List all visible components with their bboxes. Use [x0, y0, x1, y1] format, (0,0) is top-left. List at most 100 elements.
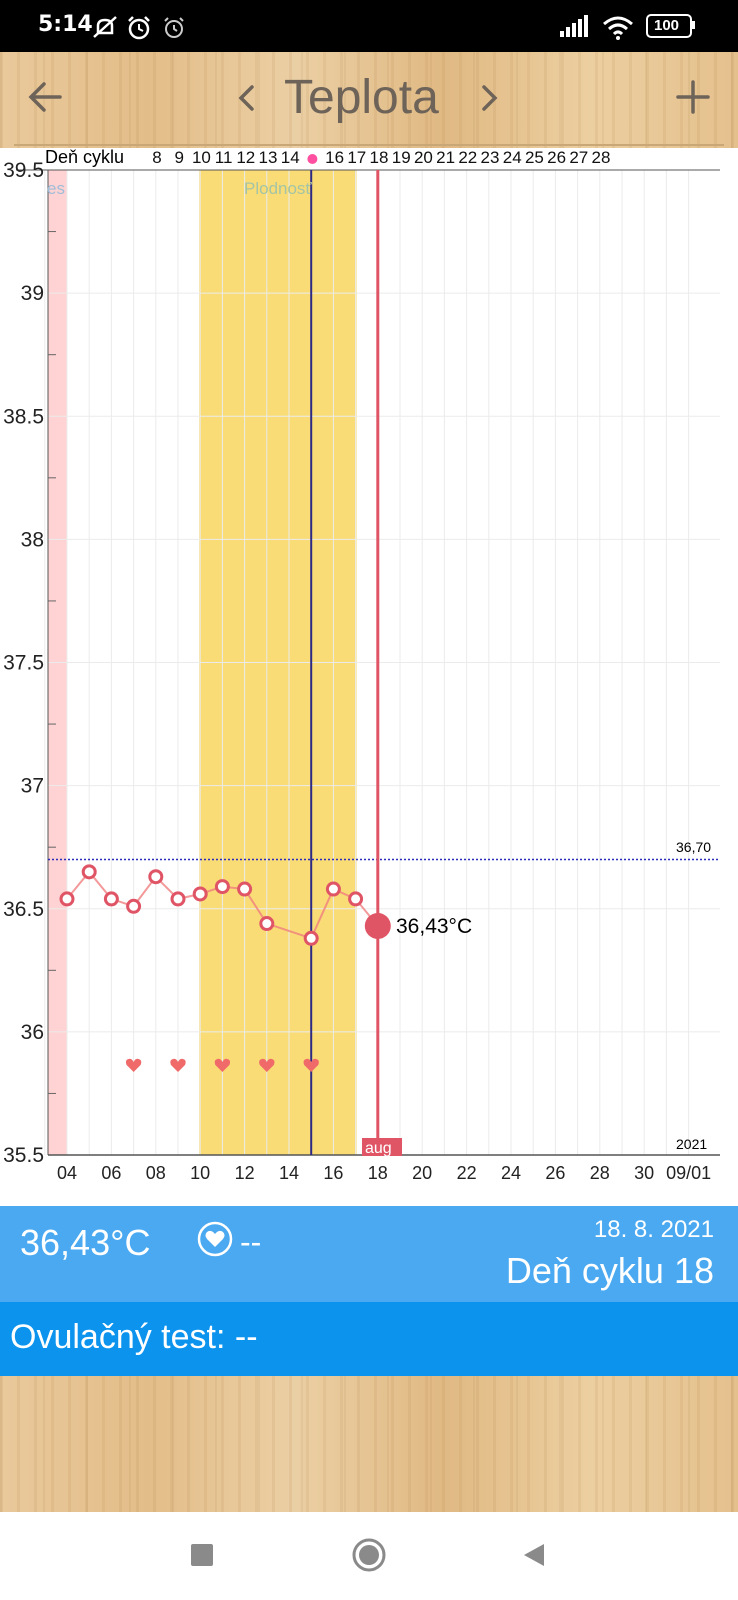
- temperature-point: [126, 898, 142, 914]
- cycle-day-tick: 19: [392, 148, 411, 167]
- alarm-icon: [128, 16, 150, 40]
- signal-icon: [560, 15, 588, 37]
- x-tick-label: 06: [101, 1163, 121, 1183]
- toolbar: Teplota: [0, 52, 738, 148]
- x-tick-label: 20: [412, 1163, 432, 1183]
- period-label: es: [47, 179, 65, 198]
- next-chevron-icon[interactable]: [480, 84, 500, 112]
- temperature-chart-area[interactable]: 35.5 36 36.5 37 37.5 38 38.5 39 39.5 04 06 08 10 12 1…: [0, 148, 738, 1206]
- selected-temperature-point: [364, 912, 391, 939]
- x-tick-label: 08: [146, 1163, 166, 1183]
- x-tick-label: 22: [457, 1163, 477, 1183]
- back-triangle-icon[interactable]: [522, 1542, 546, 1568]
- cycle-day-tick: 24: [503, 148, 522, 167]
- cycle-day-tick: 8: [152, 148, 161, 167]
- home-circle-icon[interactable]: [352, 1538, 386, 1572]
- back-arrow-icon[interactable]: [28, 80, 62, 114]
- info-bar[interactable]: 36,43°C -- 18. 8. 2021 Deň cyklu 18: [0, 1206, 738, 1302]
- ovulation-test-label: Ovulačný test: --: [10, 1318, 258, 1356]
- cycle-day-tick: 22: [458, 148, 477, 167]
- heart-icon: [170, 1058, 186, 1072]
- y-tick-label: 35.5: [3, 1144, 44, 1167]
- month-label: aug: [365, 1140, 392, 1157]
- y-tick-label: 37.5: [3, 652, 44, 675]
- status-bar: 5:14 100: [0, 0, 738, 52]
- threshold-label: 36,70: [676, 839, 711, 855]
- x-tick-label: 14: [279, 1163, 299, 1183]
- temperature-point: [214, 879, 230, 895]
- add-plus-icon[interactable]: [676, 80, 710, 114]
- ovulation-dot-icon: [307, 154, 318, 164]
- x-tick-label: 10: [190, 1163, 210, 1183]
- info-date: 18. 8. 2021: [593, 1216, 714, 1243]
- temperature-point: [348, 891, 364, 907]
- temperature-point: [81, 864, 97, 880]
- heart-icon: [259, 1058, 275, 1072]
- cycle-day-tick: 20: [414, 148, 433, 167]
- battery-level: 100: [654, 17, 680, 34]
- cycle-day-tick: 12: [236, 148, 255, 167]
- cycle-day-tick: 9: [174, 148, 183, 167]
- temperature-point: [192, 886, 208, 902]
- prev-chevron-icon[interactable]: [236, 84, 256, 112]
- y-tick-label: 39: [21, 282, 44, 305]
- heart-icon: [214, 1058, 231, 1072]
- x-tick-label: 18: [368, 1163, 388, 1183]
- battery-tip: [692, 21, 695, 29]
- toolbar-divider: [14, 144, 724, 146]
- y-tick-label: 38: [21, 528, 44, 551]
- heart-circle-icon[interactable]: [196, 1220, 234, 1258]
- temperature-point: [59, 891, 75, 907]
- month-label-bg: [362, 1138, 402, 1156]
- info-cycle-day: Deň cyklu 18: [505, 1250, 714, 1291]
- x-tick-label: 30: [634, 1163, 654, 1183]
- cycle-day-tick: 28: [592, 148, 611, 167]
- y-tick-label: 39.5: [3, 159, 44, 182]
- cycle-day-tick: 16: [325, 148, 344, 167]
- heart-icon: [125, 1058, 142, 1072]
- alarm-outline-icon: [164, 17, 184, 38]
- battery-icon: 100: [646, 14, 692, 38]
- year-label: 2021: [676, 1136, 707, 1152]
- cycle-day-tick: 26: [547, 148, 566, 167]
- wifi-icon: [603, 16, 633, 40]
- status-time: 5:14: [38, 12, 93, 37]
- temperature-point: [170, 891, 186, 907]
- y-tick-label: 38.5: [3, 405, 44, 428]
- y-tick-label: 36.5: [3, 898, 44, 921]
- temperature-point: [325, 881, 341, 897]
- wood-background: [0, 1376, 738, 1512]
- x-tick-label: 26: [545, 1163, 565, 1183]
- x-tick-label: 04: [57, 1163, 77, 1183]
- mute-notifications-icon: [93, 16, 117, 38]
- cycle-day-tick: 18: [370, 148, 389, 167]
- cycle-day-tick: 21: [436, 148, 455, 167]
- x-tick-label: 24: [501, 1163, 521, 1183]
- cycle-day-tick: 17: [347, 148, 366, 167]
- page-title: Teplota: [284, 71, 439, 124]
- temperature-point: [103, 891, 119, 907]
- y-tick-label: 37: [21, 775, 44, 798]
- cycle-day-tick: 10: [192, 148, 211, 167]
- y-tick-label: 36: [21, 1021, 44, 1044]
- cycle-day-tick: 25: [525, 148, 544, 167]
- x-tick-label: 09/01: [666, 1163, 711, 1183]
- system-navbar: [0, 1512, 738, 1600]
- fertility-label: Plodnosť: [244, 179, 312, 198]
- cycle-day-tick: 11: [215, 148, 233, 167]
- cycle-day-tick: 27: [569, 148, 588, 167]
- ovulation-test-bar[interactable]: Ovulačný test: --: [0, 1302, 738, 1376]
- temperature-point: [303, 930, 319, 946]
- x-tick-label: 12: [235, 1163, 255, 1183]
- temperature-point: [237, 881, 253, 897]
- recents-square-icon[interactable]: [191, 1544, 213, 1566]
- info-temperature: 36,43°C: [20, 1222, 151, 1263]
- cycle-day-tick: 23: [481, 148, 500, 167]
- x-tick-label: 16: [323, 1163, 343, 1183]
- current-temperature-label: 36,43°C: [396, 915, 472, 938]
- cycle-day-tick: 14: [281, 148, 300, 167]
- info-heart-value: --: [240, 1224, 262, 1260]
- x-tick-label: 28: [590, 1163, 610, 1183]
- heart-icon: [303, 1058, 319, 1072]
